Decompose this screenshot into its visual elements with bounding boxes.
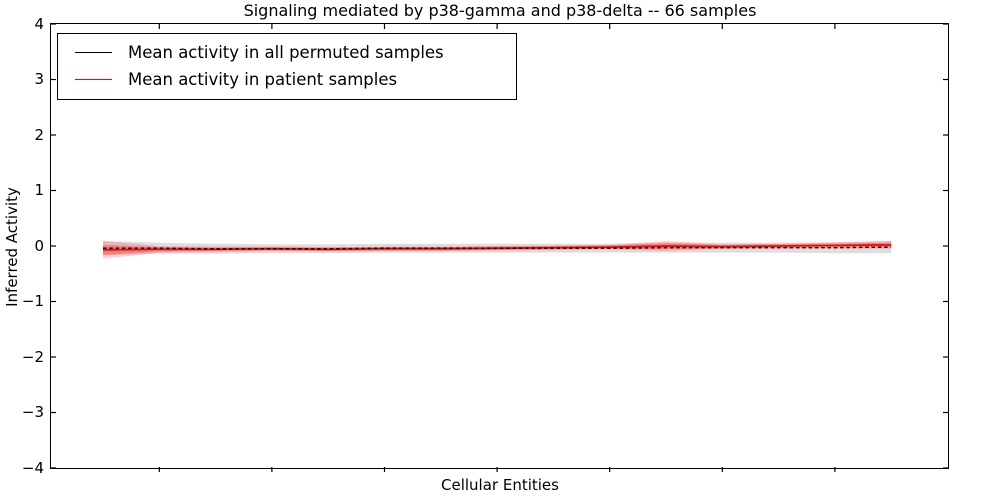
legend-entry-permuted: Mean activity in all permuted samples — [58, 39, 516, 66]
y-tick-label: −4 — [21, 458, 44, 477]
y-tick-label: −3 — [21, 403, 44, 421]
y-tick-label: 0 — [34, 236, 44, 255]
y-tick-label: −2 — [21, 347, 44, 366]
chart-title: Signaling mediated by p38-gamma and p38-… — [243, 1, 757, 20]
legend-label: Mean activity in all permuted samples — [128, 43, 444, 62]
y-tick-label: −1 — [21, 292, 44, 310]
legend-label: Mean activity in patient samples — [128, 70, 398, 89]
y-tick-label: 3 — [34, 70, 44, 88]
black-line-swatch-icon — [75, 52, 112, 53]
legend-entry-patient: Mean activity in patient samples — [58, 66, 516, 93]
x-axis-label: Cellular Entities — [441, 476, 559, 494]
red-line-swatch-icon — [75, 79, 112, 80]
y-tick-label: 4 — [34, 14, 44, 33]
y-tick-label: 2 — [34, 125, 44, 144]
y-tick-label: 1 — [34, 181, 44, 199]
legend: Mean activity in all permuted samples Me… — [57, 33, 517, 100]
plot-canvas — [51, 23, 948, 472]
